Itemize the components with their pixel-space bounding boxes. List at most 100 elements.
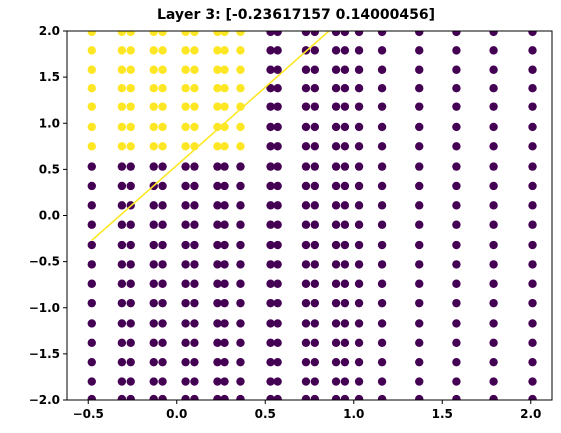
point-class-0 <box>354 83 364 93</box>
point-class-0 <box>273 394 282 400</box>
point-class-0 <box>331 240 341 250</box>
point-class-0 <box>340 357 350 367</box>
point-class-0 <box>331 201 341 210</box>
point-class-0 <box>266 279 275 288</box>
point-class-0 <box>220 162 229 171</box>
point-class-0 <box>301 122 311 132</box>
point-class-0 <box>377 377 387 386</box>
point-class-1 <box>236 46 245 55</box>
point-class-0 <box>301 279 311 288</box>
point-class-0 <box>489 279 498 288</box>
point-class-0 <box>310 338 320 348</box>
point-class-1 <box>236 142 245 151</box>
point-class-0 <box>301 240 311 250</box>
point-class-0 <box>354 279 364 288</box>
point-class-0 <box>213 298 222 308</box>
point-class-0 <box>354 122 364 132</box>
point-class-0 <box>331 65 341 74</box>
point-class-0 <box>220 298 229 308</box>
point-class-0 <box>415 46 424 55</box>
point-class-0 <box>354 319 364 328</box>
point-class-0 <box>126 260 135 269</box>
point-class-0 <box>489 102 498 111</box>
point-class-0 <box>273 65 282 74</box>
point-class-0 <box>213 377 222 386</box>
point-class-0 <box>273 260 282 269</box>
point-class-0 <box>301 162 311 171</box>
point-class-0 <box>340 181 350 191</box>
point-class-0 <box>415 65 424 74</box>
point-class-1 <box>236 31 245 37</box>
point-class-0 <box>236 201 245 210</box>
point-class-0 <box>273 162 282 171</box>
x-tick-label: 1.5 <box>432 407 453 421</box>
point-class-0 <box>354 201 364 210</box>
point-class-0 <box>126 240 135 250</box>
point-class-0 <box>87 357 96 367</box>
point-class-0 <box>220 377 229 386</box>
point-class-1 <box>190 65 199 74</box>
point-class-1 <box>190 46 199 55</box>
point-class-0 <box>452 31 461 37</box>
point-class-0 <box>266 181 275 191</box>
point-class-1 <box>181 46 190 55</box>
point-class-0 <box>354 31 364 37</box>
point-class-1 <box>117 46 127 55</box>
x-tick-label: 0.0 <box>166 407 187 421</box>
point-class-1 <box>220 46 229 55</box>
point-class-0 <box>158 377 167 386</box>
point-class-0 <box>415 338 424 348</box>
x-axis-ticks: −0.5 0.0 0.5 1.0 1.5 2.0 <box>73 400 541 421</box>
point-class-1 <box>213 31 222 37</box>
point-class-1 <box>158 102 167 111</box>
point-class-0 <box>310 394 320 400</box>
point-class-0 <box>301 65 311 74</box>
point-class-0 <box>236 319 245 328</box>
point-class-0 <box>87 181 96 191</box>
point-class-0 <box>354 260 364 269</box>
point-class-0 <box>452 83 461 93</box>
point-class-0 <box>452 46 461 55</box>
point-class-0 <box>415 83 424 93</box>
point-class-0 <box>528 394 537 400</box>
point-class-0 <box>301 102 311 111</box>
point-class-0 <box>452 394 461 400</box>
y-tick-label: −0.5 <box>29 255 60 269</box>
point-class-0 <box>528 201 537 210</box>
point-class-0 <box>236 377 245 386</box>
point-class-0 <box>310 377 320 386</box>
point-class-0 <box>301 319 311 328</box>
point-class-0 <box>452 201 461 210</box>
point-class-0 <box>236 220 245 229</box>
point-class-0 <box>126 298 135 308</box>
point-class-0 <box>354 162 364 171</box>
point-class-1 <box>87 142 96 151</box>
point-class-0 <box>340 394 350 400</box>
point-class-0 <box>340 31 350 37</box>
point-class-0 <box>377 357 387 367</box>
point-class-0 <box>452 319 461 328</box>
point-class-0 <box>126 220 135 229</box>
point-class-0 <box>181 319 190 328</box>
point-class-0 <box>117 240 127 250</box>
y-tick-label: 1.0 <box>39 116 60 130</box>
point-class-0 <box>266 102 275 111</box>
point-class-0 <box>415 240 424 250</box>
point-class-1 <box>190 31 199 37</box>
point-class-0 <box>213 357 222 367</box>
point-class-1 <box>158 142 167 151</box>
point-class-0 <box>126 377 135 386</box>
point-class-0 <box>528 102 537 111</box>
point-class-0 <box>301 338 311 348</box>
point-class-0 <box>310 220 320 229</box>
point-class-0 <box>452 338 461 348</box>
point-class-0 <box>377 260 387 269</box>
point-class-0 <box>452 240 461 250</box>
point-class-1 <box>149 31 158 37</box>
point-class-0 <box>331 338 341 348</box>
point-class-0 <box>149 298 158 308</box>
y-tick-label: −1.5 <box>29 347 60 361</box>
point-class-1 <box>190 122 199 132</box>
point-class-0 <box>377 46 387 55</box>
point-class-0 <box>181 279 190 288</box>
